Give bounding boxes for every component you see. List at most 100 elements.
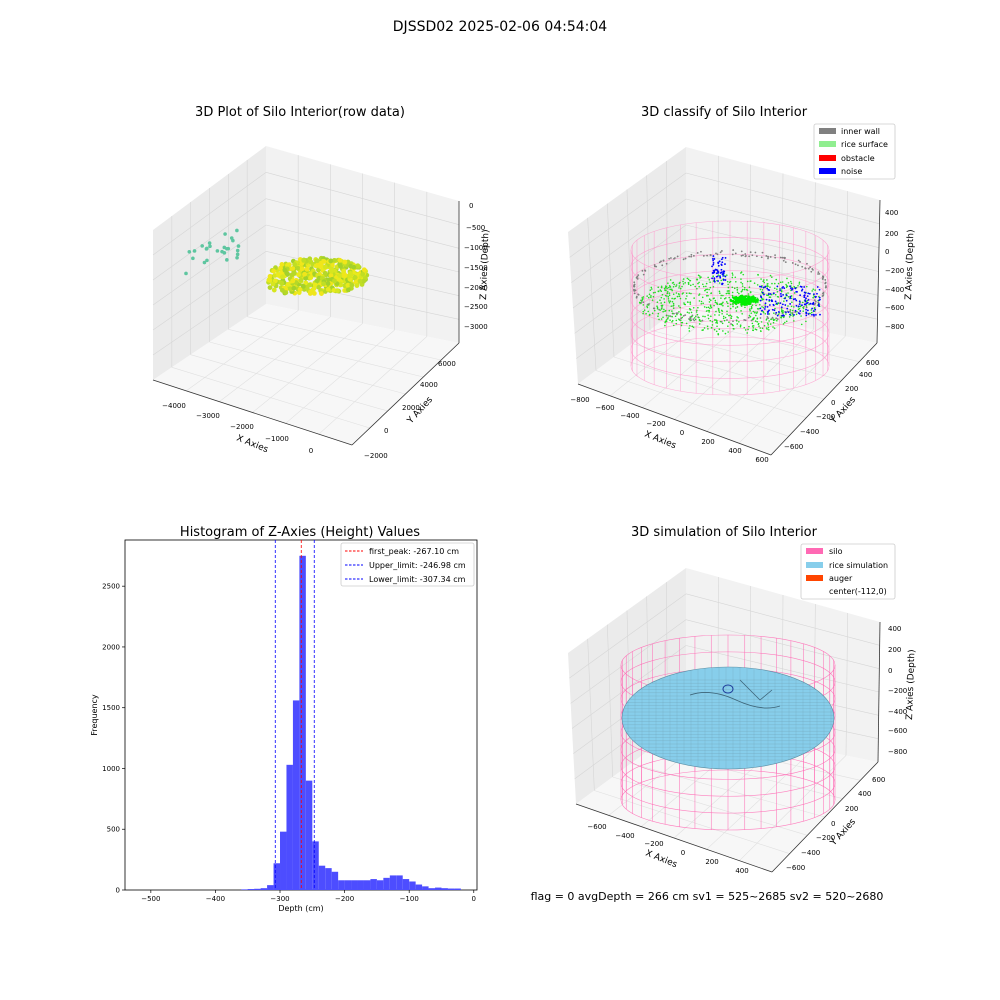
- panel2-x-ticks: −800 −600 −400 −200 0 200 400 600: [570, 396, 768, 464]
- rice-surface-point: [766, 279, 768, 281]
- noise-point: [713, 269, 716, 272]
- noise-point: [816, 292, 818, 295]
- rice-surface-point: [718, 328, 721, 330]
- histogram-reference-lines: [122, 540, 475, 893]
- rice-surface-point: [732, 305, 734, 308]
- rice-surface-point: [763, 324, 766, 327]
- inner-wall-point: [811, 268, 814, 270]
- data-point: [325, 286, 331, 292]
- rice-surface-point: [738, 320, 740, 323]
- rice-surface-point: [758, 325, 760, 327]
- noise-point: [811, 313, 813, 316]
- rice-surface-point: [748, 325, 750, 328]
- p1-x-tick: −1000: [265, 435, 289, 443]
- rice-surface-point: [785, 283, 787, 286]
- panel1-z-ticks: 0 −500 −1000 −1500 −2000 −2500 −3000: [464, 202, 488, 331]
- rice-surface-point: [736, 288, 739, 291]
- rice-surface-point: [719, 292, 721, 295]
- rice-surface-point: [770, 318, 772, 321]
- rice-surface-point: [671, 300, 674, 303]
- rice-surface-point: [675, 292, 678, 294]
- noise-point: [789, 295, 792, 298]
- data-point: [187, 249, 192, 254]
- noise-point: [803, 286, 806, 288]
- p2-y-tick: −600: [784, 443, 803, 451]
- rice-surface-point: [707, 317, 710, 320]
- rice-surface-point: [683, 303, 686, 306]
- figure-suptitle: DJSSD02 2025-02-06 04:54:04: [393, 19, 608, 35]
- rice-surface-point: [790, 297, 793, 300]
- noise-point: [711, 265, 713, 268]
- rice-surface-point: [760, 330, 762, 333]
- rice-surface-point: [684, 281, 687, 284]
- data-point: [184, 271, 188, 276]
- data-point: [283, 290, 289, 295]
- rice-surface-point: [709, 286, 712, 289]
- data-point: [192, 249, 197, 253]
- y-axis-line: [351, 342, 460, 446]
- rice-surface-point: [741, 288, 744, 291]
- surface-ridge: [689, 692, 781, 709]
- rice-surface-point: [696, 309, 698, 312]
- rice-surface-point: [767, 324, 769, 326]
- inner-wall-point: [810, 270, 813, 273]
- noise-point: [765, 298, 768, 301]
- legend-swatch: [806, 575, 823, 581]
- rice-surface-point: [707, 306, 710, 309]
- inner-wall-point: [676, 312, 679, 315]
- inner-wall-point: [818, 272, 821, 275]
- rice-surface-point: [672, 307, 675, 309]
- data-point: [295, 265, 301, 271]
- rice-surface-point: [724, 316, 727, 319]
- rice-surface-point: [731, 296, 735, 299]
- inner-wall-point: [720, 250, 723, 252]
- panel1-axes-box: [152, 146, 460, 446]
- rice-surface-point: [685, 292, 688, 295]
- inner-wall-point: [747, 316, 750, 319]
- p4-z-tick: −800: [888, 748, 907, 756]
- noise-point: [812, 310, 815, 312]
- histogram-bar: [409, 881, 416, 890]
- inner-wall-point: [660, 260, 662, 263]
- p4-y-tick: 600: [872, 776, 885, 784]
- rice-surface-point: [710, 327, 713, 329]
- rice-surface-point: [741, 285, 744, 287]
- rice-surface-point: [730, 317, 732, 319]
- rice-surface-point: [730, 315, 733, 318]
- rice-surface-point: [669, 286, 672, 288]
- p2-x-label: X Axies: [643, 430, 678, 452]
- inner-wall-point: [822, 294, 825, 297]
- floor-pane: [576, 723, 878, 872]
- rice-surface-point: [750, 312, 753, 314]
- histogram-bar: [363, 880, 371, 890]
- rice-surface-point: [709, 319, 712, 322]
- rice-surface-point: [810, 311, 813, 314]
- rice-surface-point: [723, 297, 726, 300]
- data-point: [326, 277, 332, 283]
- rice-surface-point: [800, 323, 803, 326]
- rice-surface-point: [781, 281, 784, 283]
- rice-surface-point: [692, 306, 695, 309]
- rice-surface-point: [789, 309, 792, 311]
- rice-surface-point: [740, 302, 743, 305]
- rice-surface-point: [686, 295, 688, 297]
- noise-point: [759, 299, 762, 302]
- data-point: [202, 260, 207, 265]
- rice-surface-point: [663, 308, 665, 311]
- rice-surface-point: [722, 330, 724, 332]
- rice-surface-point: [780, 316, 782, 319]
- noise-point: [768, 309, 770, 312]
- rice-surface-point: [747, 293, 750, 295]
- legend-label: rice simulation: [829, 561, 888, 570]
- data-point: [361, 267, 367, 273]
- rice-surface-point: [676, 295, 679, 298]
- noise-point: [722, 273, 724, 275]
- inner-wall-point: [684, 257, 687, 260]
- rice-surface-point: [783, 300, 785, 302]
- rice-surface-point: [790, 282, 793, 285]
- inner-wall-point: [809, 266, 812, 269]
- rice-surface-point: [748, 308, 751, 310]
- rice-surface-point: [659, 309, 662, 311]
- rice-surface-point: [731, 286, 734, 289]
- data-point: [347, 271, 353, 276]
